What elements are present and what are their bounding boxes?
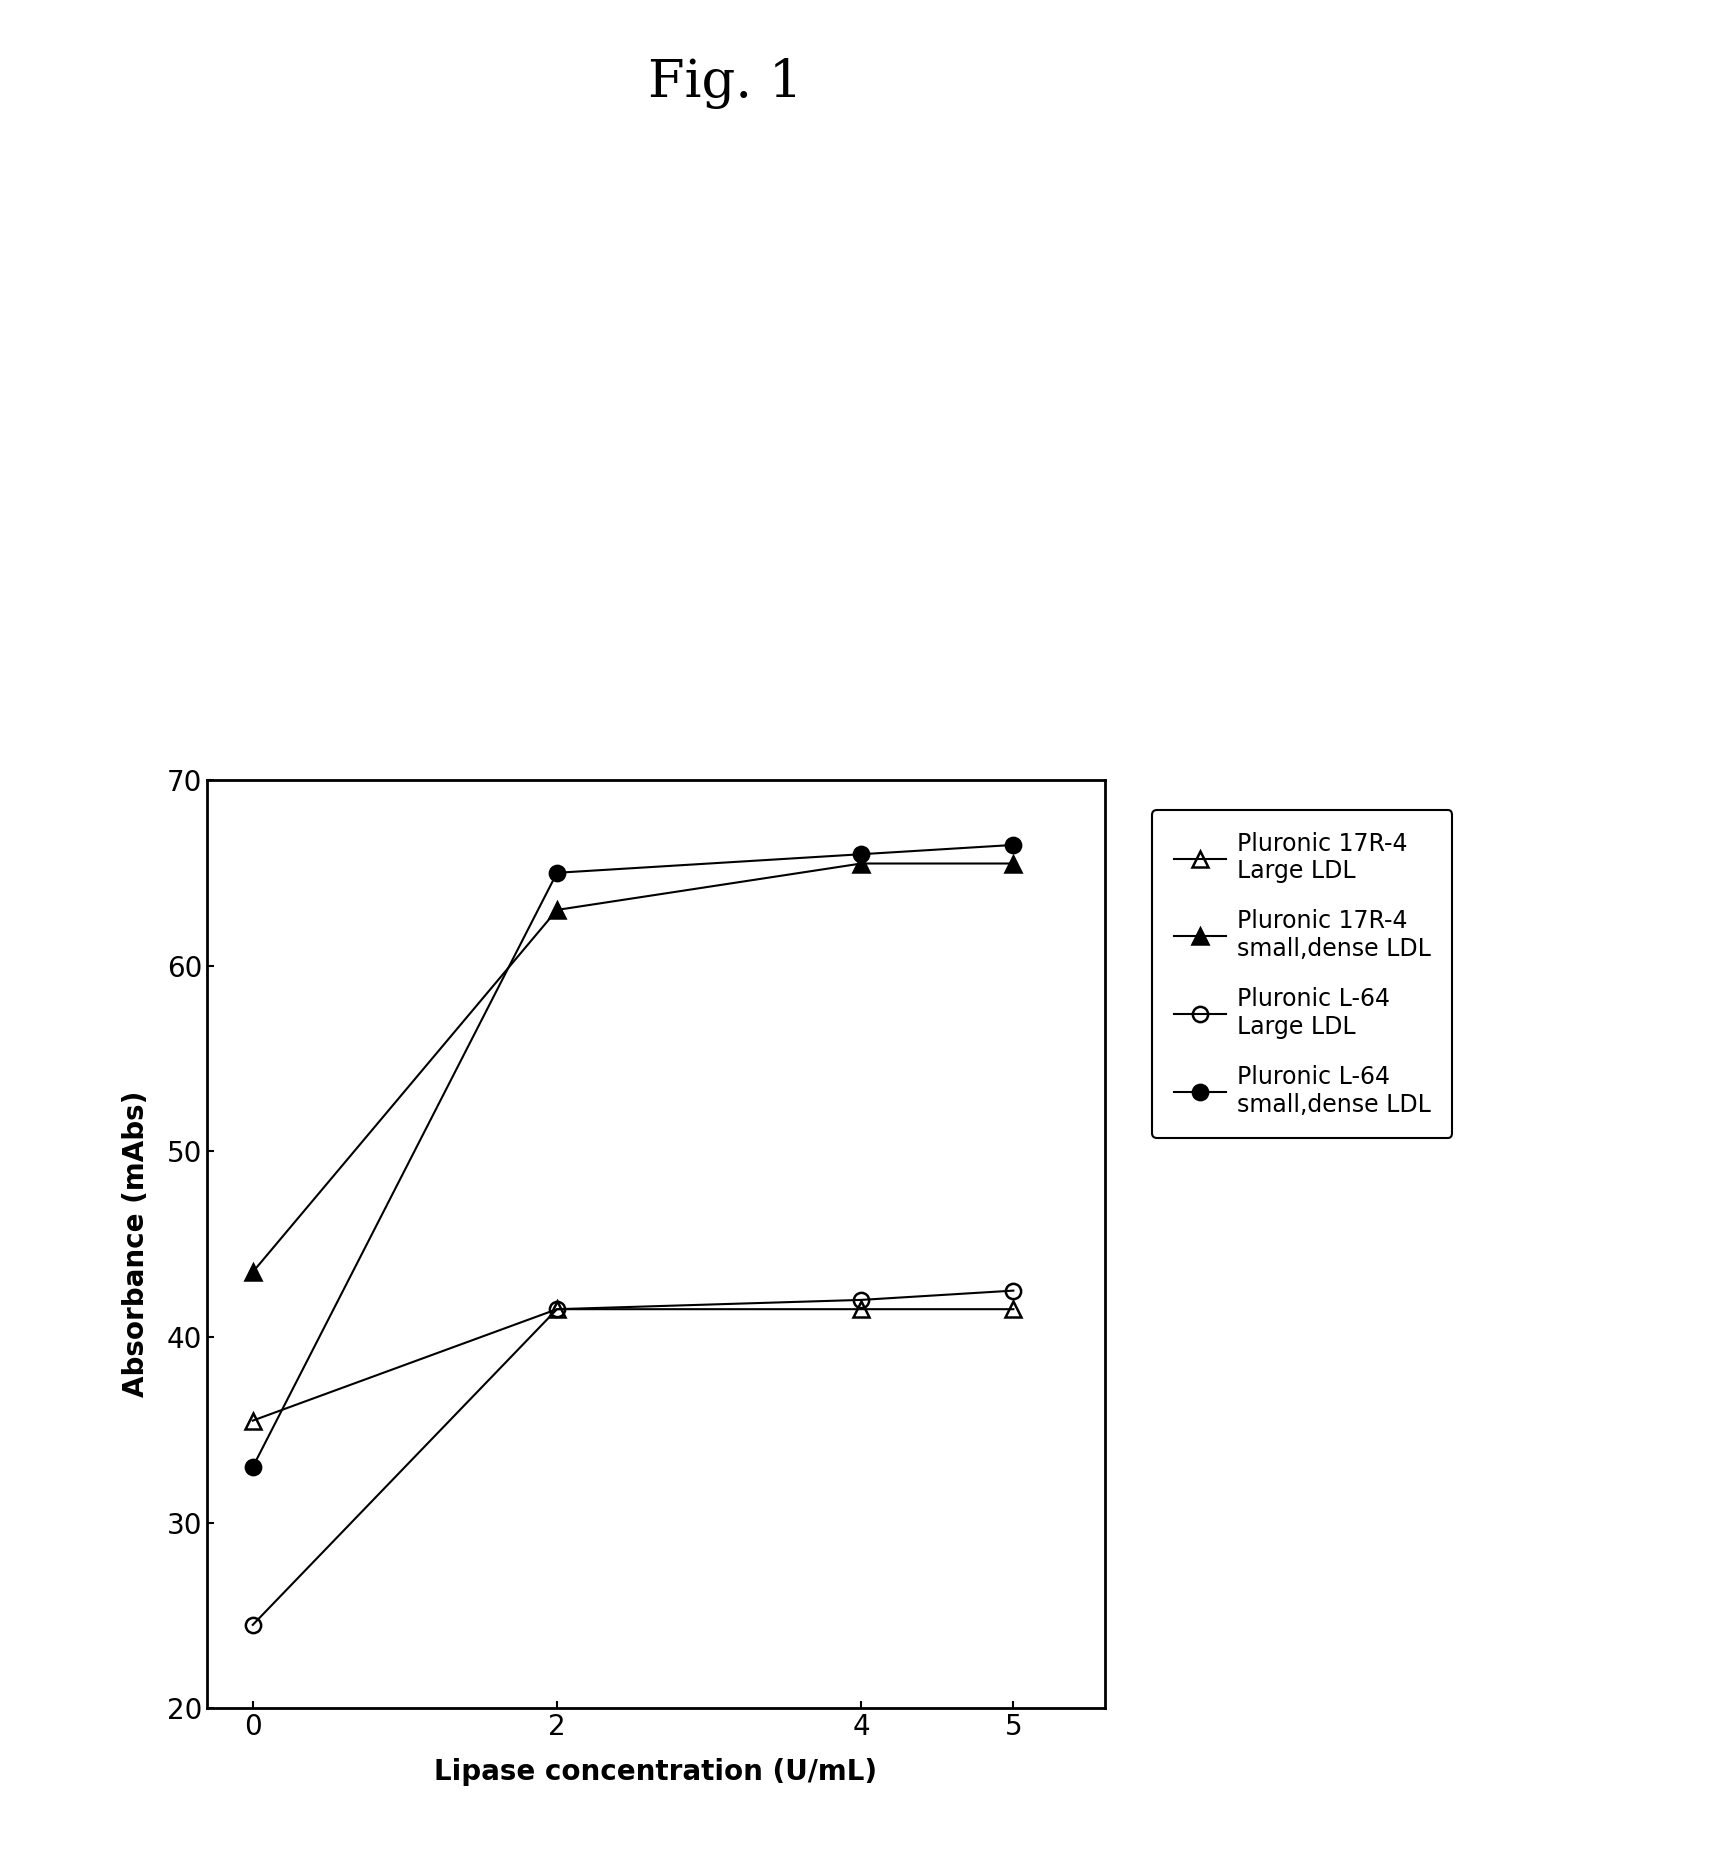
Pluronic 17R-4
Large LDL bbox=[1003, 1298, 1024, 1320]
Line: Pluronic L-64
Large LDL: Pluronic L-64 Large LDL bbox=[245, 1283, 1022, 1632]
Pluronic 17R-4
Large LDL bbox=[242, 1409, 262, 1432]
Legend: Pluronic 17R-4
Large LDL, Pluronic 17R-4
small,dense LDL, Pluronic L-64
Large LD: Pluronic 17R-4 Large LDL, Pluronic 17R-4… bbox=[1153, 810, 1453, 1138]
X-axis label: Lipase concentration (U/mL): Lipase concentration (U/mL) bbox=[435, 1759, 877, 1786]
Pluronic 17R-4
small,dense LDL bbox=[242, 1261, 262, 1283]
Text: Fig. 1: Fig. 1 bbox=[647, 58, 803, 110]
Pluronic L-64
Large LDL bbox=[547, 1298, 568, 1320]
Pluronic L-64
small,dense LDL bbox=[547, 862, 568, 884]
Pluronic L-64
Large LDL bbox=[242, 1614, 262, 1636]
Pluronic L-64
Large LDL bbox=[851, 1289, 872, 1311]
Pluronic L-64
small,dense LDL bbox=[851, 843, 872, 865]
Pluronic 17R-4
small,dense LDL bbox=[547, 899, 568, 921]
Pluronic 17R-4
Large LDL bbox=[851, 1298, 872, 1320]
Pluronic L-64
small,dense LDL bbox=[242, 1456, 262, 1478]
Y-axis label: Absorbance (mAbs): Absorbance (mAbs) bbox=[123, 1092, 150, 1396]
Line: Pluronic 17R-4
Large LDL: Pluronic 17R-4 Large LDL bbox=[245, 1302, 1022, 1428]
Line: Pluronic L-64
small,dense LDL: Pluronic L-64 small,dense LDL bbox=[245, 838, 1022, 1474]
Line: Pluronic 17R-4
small,dense LDL: Pluronic 17R-4 small,dense LDL bbox=[245, 856, 1022, 1279]
Pluronic 17R-4
Large LDL bbox=[547, 1298, 568, 1320]
Pluronic L-64
Large LDL bbox=[1003, 1279, 1024, 1302]
Pluronic L-64
small,dense LDL bbox=[1003, 834, 1024, 856]
Pluronic 17R-4
small,dense LDL bbox=[1003, 852, 1024, 875]
Pluronic 17R-4
small,dense LDL bbox=[851, 852, 872, 875]
